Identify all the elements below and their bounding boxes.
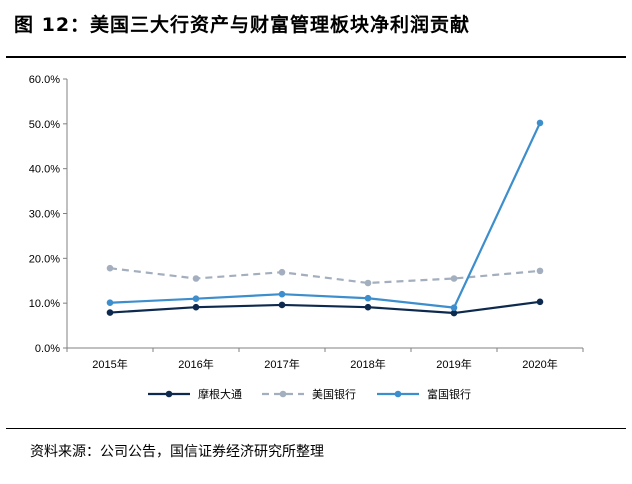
source-note: 资料来源：公司公告，国信证券经济研究所整理 bbox=[30, 444, 324, 460]
y-tick-label: 50.0% bbox=[29, 119, 60, 131]
data-point-series-1 bbox=[364, 303, 372, 311]
line-chart: 0.0% 10.0% 20.0% 30.0% 40.0% 50.0% 60.0% 2015年 2… bbox=[29, 74, 584, 401]
data-point-series-1 bbox=[278, 301, 286, 309]
data-point-series-1 bbox=[192, 303, 200, 311]
y-tick-label: 20.0% bbox=[29, 253, 60, 265]
x-tick-label: 2017年 bbox=[264, 357, 299, 371]
x-tick-label: 2019年 bbox=[436, 357, 471, 371]
data-point-series-3 bbox=[450, 304, 458, 311]
data-point-series-3 bbox=[106, 299, 114, 307]
data-point-series-1 bbox=[106, 309, 114, 316]
y-tick-label: 40.0% bbox=[29, 164, 60, 176]
x-tick-label: 2020年 bbox=[522, 357, 557, 371]
data-point-series-2 bbox=[192, 275, 200, 282]
data-point-series-2 bbox=[536, 267, 544, 275]
y-tick-label: 30.0% bbox=[29, 209, 60, 221]
legend-marker-3 bbox=[394, 390, 402, 398]
data-point-series-3 bbox=[364, 294, 372, 302]
legend-label-2: 美国银行 bbox=[312, 387, 356, 401]
y-tick-label: 0.0% bbox=[35, 343, 60, 355]
chart-title: 图 12：美国三大行资产与财富管理板块净利润贡献 bbox=[14, 14, 471, 36]
source-divider bbox=[6, 428, 626, 429]
data-point-series-2 bbox=[364, 279, 372, 287]
data-point-series-3 bbox=[278, 290, 286, 298]
legend-marker-1 bbox=[165, 390, 173, 398]
series-line-3 bbox=[109, 122, 541, 309]
data-point-series-2 bbox=[106, 264, 114, 272]
legend-marker-2 bbox=[279, 390, 287, 398]
data-point-series-2 bbox=[278, 268, 286, 276]
series-line-2 bbox=[109, 267, 541, 285]
data-point-series-1 bbox=[450, 309, 458, 317]
data-point-series-3 bbox=[192, 295, 200, 302]
x-tick-label: 2015年 bbox=[92, 357, 127, 371]
data-point-series-1 bbox=[536, 298, 544, 306]
y-tick-label: 10.0% bbox=[29, 298, 60, 310]
y-tick-label: 60.0% bbox=[29, 74, 60, 86]
legend-label-3: 富国银行 bbox=[427, 387, 471, 401]
title-divider bbox=[6, 56, 626, 58]
data-point-series-2 bbox=[450, 275, 458, 282]
x-tick-label: 2016年 bbox=[178, 357, 213, 371]
legend-label-1: 摩根大通 bbox=[198, 387, 242, 401]
x-tick-label: 2018年 bbox=[350, 357, 385, 371]
series-line-1 bbox=[109, 300, 541, 315]
data-point-series-3 bbox=[536, 119, 544, 127]
